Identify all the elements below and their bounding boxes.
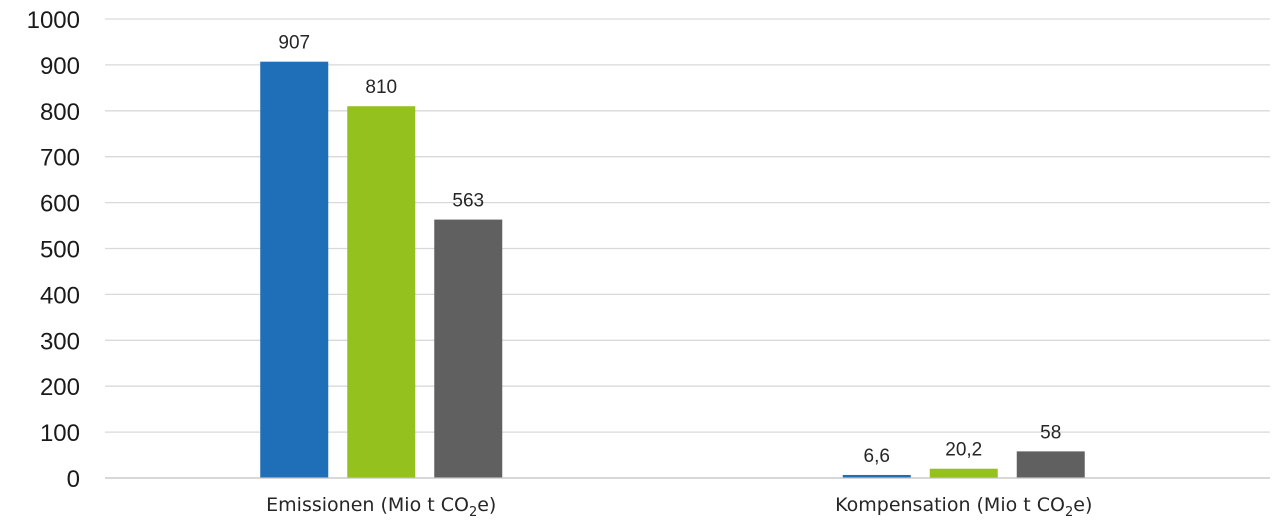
category-label-text: Kompensation (Mio t CO [835, 494, 1065, 516]
bar [434, 219, 503, 478]
y-tick-label: 600 [40, 191, 80, 218]
y-tick-label: 900 [40, 53, 80, 80]
y-axis-ticks: 0 100 200 300 400 500 600 700 800 900 1000 [27, 7, 80, 493]
bar [929, 468, 998, 478]
bar [260, 61, 329, 478]
y-tick-label: 800 [40, 99, 80, 126]
y-tick-label: 400 [40, 282, 80, 309]
category-label-subscript: 2 [1065, 505, 1073, 520]
y-tick-label: 700 [40, 145, 80, 172]
category-label-text: Emissionen (Mio t CO [266, 494, 469, 516]
data-label: 810 [365, 77, 397, 98]
data-label: 907 [278, 33, 310, 54]
data-label: 6,6 [864, 446, 890, 467]
category-label-tail: e) [477, 494, 496, 516]
y-tick-label: 1000 [27, 7, 80, 34]
y-tick-label: 0 [67, 466, 80, 493]
data-label: 20,2 [945, 440, 982, 461]
bar [1016, 451, 1085, 478]
y-tick-label: 200 [40, 374, 80, 401]
category-label-tail: e) [1073, 494, 1092, 516]
data-labels: 907 810 563 6,6 20,2 58 [278, 33, 1061, 467]
bars [260, 61, 1085, 479]
y-tick-label: 500 [40, 237, 80, 264]
category-label: Kompensation (Mio t CO2e) [835, 494, 1092, 520]
data-label: 563 [452, 191, 484, 212]
category-labels: Emissionen (Mio t CO2e) Kompensation (Mio… [266, 494, 1092, 520]
y-tick-label: 100 [40, 420, 80, 447]
category-label-subscript: 2 [469, 505, 477, 520]
bar [842, 474, 911, 478]
category-label: Emissionen (Mio t CO2e) [266, 494, 496, 520]
bar [347, 106, 416, 479]
data-label: 58 [1040, 422, 1061, 443]
y-tick-label: 300 [40, 328, 80, 355]
